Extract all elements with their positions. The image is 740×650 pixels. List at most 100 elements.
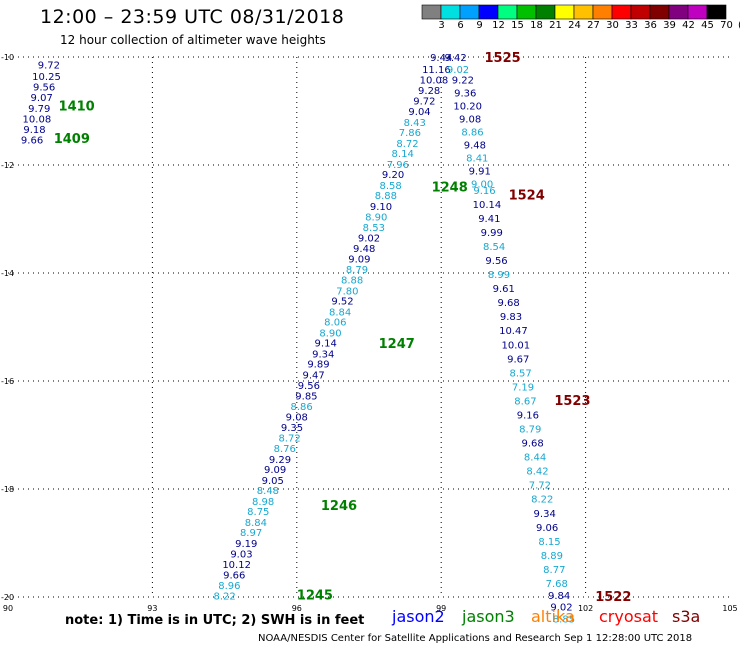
data-point-jason3: 8.86 [290, 402, 312, 413]
data-point-jason3: 8.06 [324, 318, 346, 329]
data-point-jason3: 8.53 [363, 223, 385, 234]
data-point-s3a: 7.19 [512, 382, 534, 393]
data-point-jason3: 9.02 [358, 233, 380, 244]
color-swatch [573, 4, 594, 20]
data-point-s3a: 8.86 [461, 128, 483, 139]
color-scale-tick: 30 [606, 20, 619, 31]
data-point-jason3: 9.66 [223, 570, 245, 581]
data-point-jason3: 10.12 [222, 560, 251, 571]
x-tick-label: 90 [3, 604, 13, 613]
color-swatch [459, 4, 480, 20]
y-tick-label: -16 [1, 377, 14, 386]
data-point-s3a: 9.36 [454, 89, 476, 100]
data-point-jason3: 9.85 [295, 392, 317, 403]
color-scale-tick: 24 [568, 20, 581, 31]
track-label: 1246 [321, 499, 357, 514]
color-swatch [687, 4, 708, 20]
color-swatch [478, 4, 499, 20]
data-point-jason3: 9.35 [281, 423, 303, 434]
data-point-jason3: 9.89 [307, 360, 329, 371]
color-scale-tick: 33 [625, 20, 638, 31]
data-point-s3a: 9.61 [493, 284, 515, 295]
data-point-jason3: 8.97 [240, 528, 262, 539]
data-point-s3a: 9.02 [550, 603, 572, 614]
x-tick-label: 96 [292, 604, 302, 613]
legend: note: 1) Time is in UTC; 2) SWH is in fe… [0, 607, 740, 635]
data-point-s3a: 10.14 [473, 200, 502, 211]
color-scale-tick: 6 [457, 20, 464, 31]
data-point-jason3: 9.18 [23, 125, 45, 136]
data-point-s3a: 9.56 [485, 256, 507, 267]
track-label: 1525 [485, 51, 521, 66]
data-point-s3a: 9.06 [536, 523, 558, 534]
legend-altika: altika [531, 607, 575, 626]
chart-subtitle: 12 hour collection of altimeter wave hei… [60, 33, 326, 47]
data-point-jason3: 8.84 [245, 518, 267, 529]
data-point-s3a: 9.91 [469, 166, 491, 177]
color-swatch [554, 4, 575, 20]
data-point-jason3: 9.34 [312, 349, 334, 360]
color-scale-tick: 42 [682, 20, 695, 31]
data-point-s3a: 8.67 [514, 396, 536, 407]
data-point-jason3: 8.43 [404, 118, 426, 129]
color-scale-tick: 27 [587, 20, 600, 31]
color-swatch [497, 4, 518, 20]
y-tick-label: -14 [1, 269, 14, 278]
color-scale-tick: 39 [663, 20, 676, 31]
data-point-jason3: 8.96 [218, 581, 240, 592]
data-point-s3a: 8.57 [509, 368, 531, 379]
data-point-jason3: 9.52 [331, 297, 353, 308]
track-label: 1247 [379, 337, 415, 352]
color-scale-tick: 45 [701, 20, 714, 31]
data-point-s3a: 9.22 [452, 76, 474, 87]
legend-jason3: jason3 [462, 607, 515, 626]
data-point-jason3: 10.25 [32, 72, 61, 83]
color-swatch [649, 4, 670, 20]
color-swatch [706, 4, 727, 20]
data-point-jason3: 9.08 [286, 413, 308, 424]
data-point-s3a: 9.08 [459, 115, 481, 126]
track-label: 1523 [554, 394, 590, 409]
y-tick-label: -20 [1, 593, 14, 602]
x-tick-label: 99 [436, 604, 446, 613]
data-point-jason3: 9.72 [413, 97, 435, 108]
color-scale-tick: 9 [476, 20, 483, 31]
data-point-jason3: 9.19 [235, 539, 257, 550]
legend-s3a: s3a [672, 607, 701, 626]
track-label: 1410 [59, 100, 95, 115]
data-point-s3a: 8.79 [519, 425, 541, 436]
data-point-s3a: 9.34 [534, 509, 556, 520]
data-point-s3a: 10.01 [501, 340, 530, 351]
color-swatch [421, 4, 442, 20]
data-point-s3a: 8.15 [538, 537, 560, 548]
data-point-jason3: 9.03 [230, 549, 252, 560]
track-label: 1522 [595, 590, 631, 605]
color-swatch [592, 4, 613, 20]
data-point-jason3: 9.56 [298, 381, 320, 392]
data-point-s3a: 8.77 [543, 565, 565, 576]
data-point-s3a: 8.99 [488, 270, 510, 281]
data-point-jason3: 8.75 [247, 507, 269, 518]
data-point-s3a: 7.68 [546, 579, 568, 590]
track-label: 1409 [54, 132, 90, 147]
color-swatch [535, 4, 556, 20]
track-label: 1248 [432, 181, 468, 196]
data-point-jason3: 9.05 [262, 476, 284, 487]
data-point-jason3: 9.44 [430, 53, 452, 64]
color-scale-tick: 70 [720, 20, 733, 31]
data-point-jason3: 8.76 [274, 444, 296, 455]
track-label: 1524 [509, 189, 545, 204]
data-point-jason3: 9.29 [269, 455, 291, 466]
data-point-s3a: 8.22 [531, 495, 553, 506]
data-point-s3a: 9.41 [478, 214, 500, 225]
data-point-jason3: 9.07 [31, 93, 53, 104]
data-point-s3a: 9.16 [473, 186, 495, 197]
data-point-jason3: 8.88 [375, 191, 397, 202]
data-point-jason3: 7.86 [399, 128, 421, 139]
data-point-s3a: 9.67 [507, 354, 529, 365]
data-point-s3a: 9.16 [517, 410, 539, 421]
y-tick-label: -12 [1, 161, 14, 170]
x-tick-label: 102 [578, 604, 593, 613]
data-point-jason3: 9.28 [418, 86, 440, 97]
